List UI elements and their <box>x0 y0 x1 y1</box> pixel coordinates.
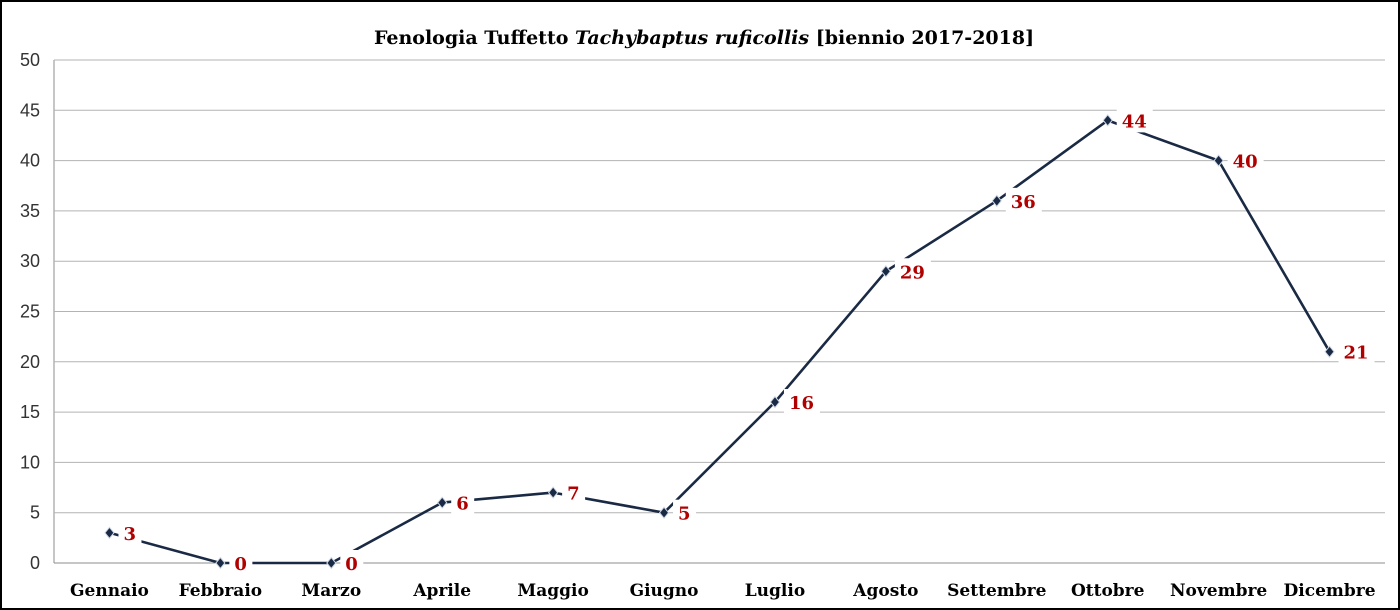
x-tick-label: Febbraio <box>179 581 263 601</box>
data-point <box>1213 154 1224 167</box>
y-tick-label: 35 <box>20 201 40 221</box>
x-tick-label: Gennaio <box>70 581 149 601</box>
data-label: 29 <box>900 262 925 283</box>
x-tick-label: Maggio <box>517 581 588 601</box>
data-label-bg <box>1227 147 1264 173</box>
x-tick-label: Giugno <box>630 581 699 601</box>
data-points <box>104 114 1335 570</box>
x-tick-label: Novembre <box>1170 581 1267 601</box>
x-tick-label: Agosto <box>852 581 918 601</box>
data-label: 0 <box>345 554 358 575</box>
y-axis-ticks: 0 5 10 15 20 25 30 35 40 45 50 <box>20 50 40 573</box>
data-label: 21 <box>1344 343 1369 364</box>
data-label-bg <box>673 499 697 525</box>
data-label-bg <box>340 550 364 575</box>
data-label-bg <box>894 258 931 284</box>
data-label: 6 <box>456 494 469 515</box>
data-point <box>1102 114 1113 127</box>
y-tick-label: 5 <box>30 503 40 523</box>
y-tick-label: 0 <box>30 553 40 573</box>
data-label-bg <box>118 519 142 545</box>
x-tick-label: Dicembre <box>1284 581 1376 601</box>
y-tick-label: 10 <box>20 452 40 472</box>
data-label-bg <box>1005 187 1042 213</box>
data-label: 40 <box>1233 152 1258 173</box>
data-label-bg <box>783 389 820 415</box>
series-line-layer <box>109 119 1331 565</box>
data-label: 5 <box>678 504 691 525</box>
data-labels: 3 0 0 6 7 5 16 29 36 44 40 21 <box>118 107 1375 575</box>
data-label-bg <box>451 489 475 515</box>
data-label-bg <box>1338 338 1375 364</box>
y-tick-label: 45 <box>20 100 40 120</box>
data-point <box>880 264 892 278</box>
chart-title-part3: [biennio 2017-2018] <box>809 27 1034 49</box>
series-line <box>109 119 1331 565</box>
data-label: 16 <box>789 393 814 414</box>
chart-title-part1: Fenologia Tuffetto <box>374 27 575 49</box>
data-label: 7 <box>567 484 580 505</box>
x-axis-ticks: Gennaio Febbraio Marzo Aprile Maggio Giugno Lu… <box>70 581 1376 601</box>
data-point <box>326 556 337 570</box>
y-tick-label: 15 <box>20 402 40 422</box>
data-point <box>1324 345 1335 359</box>
x-tick-label: Ottobre <box>1071 581 1145 601</box>
data-label: 36 <box>1011 192 1036 213</box>
y-tick-label: 30 <box>20 251 40 271</box>
data-point <box>547 486 559 499</box>
data-label-bg <box>229 550 253 575</box>
gridlines <box>53 59 1385 564</box>
x-tick-label: Settembre <box>947 581 1046 601</box>
data-label: 3 <box>123 524 136 545</box>
x-tick-label: Luglio <box>745 581 805 601</box>
data-point <box>769 395 781 409</box>
y-tick-label: 20 <box>20 352 40 372</box>
data-point <box>215 556 226 570</box>
x-tick-label: Aprile <box>412 581 471 601</box>
data-label: 44 <box>1122 111 1147 132</box>
data-label-bg <box>1116 107 1153 133</box>
x-tick-label: Marzo <box>301 581 361 601</box>
y-tick-label: 40 <box>20 151 40 171</box>
data-point <box>437 496 448 509</box>
data-point <box>658 506 670 519</box>
data-point <box>104 526 115 540</box>
y-tick-label: 25 <box>20 302 40 322</box>
chart-title-species: Tachybaptus ruficollis <box>575 27 809 49</box>
data-point <box>991 194 1002 208</box>
data-label-bg <box>562 479 586 505</box>
y-tick-label: 50 <box>20 50 40 70</box>
chart-title: Fenologia Tuffetto Tachybaptus ruficolli… <box>374 27 1034 49</box>
data-label: 0 <box>234 554 247 575</box>
